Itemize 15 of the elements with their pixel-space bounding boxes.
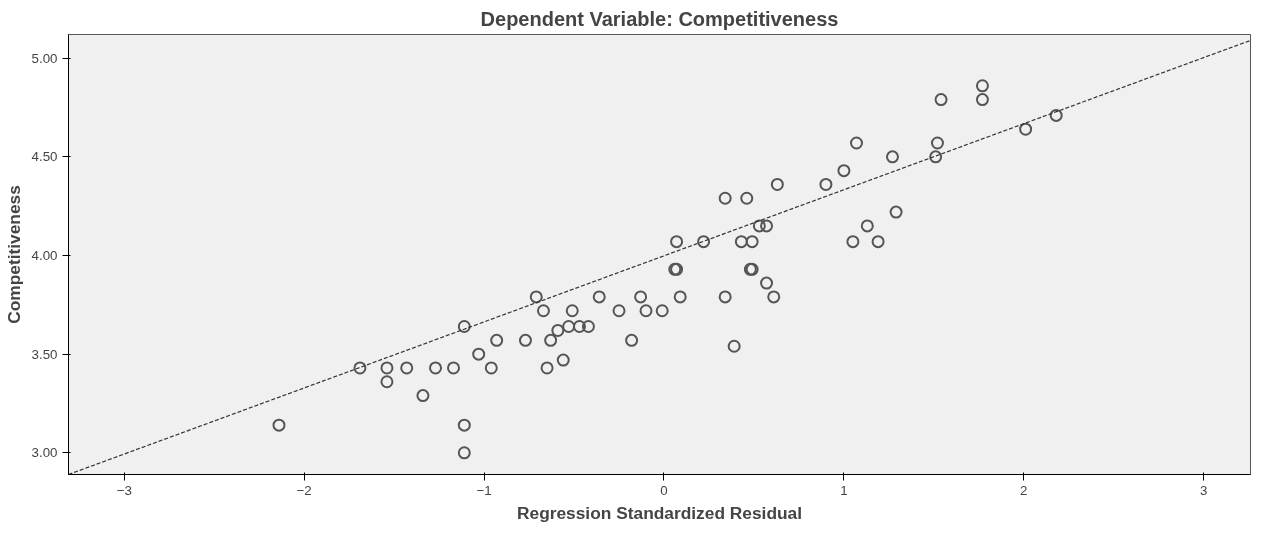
chart-title: Dependent Variable: Competitiveness xyxy=(480,7,839,30)
x-axis-title: Regression Standardized Residual xyxy=(516,502,803,523)
x-tick-label: 1 xyxy=(840,482,848,498)
x-tick-label: −2 xyxy=(296,482,312,498)
x-tick-label: 3 xyxy=(1200,482,1208,498)
x-tick-label: 2 xyxy=(1020,482,1028,498)
y-tick-label: 5.00 xyxy=(31,50,58,66)
y-tick-label: 3.00 xyxy=(31,445,58,461)
y-axis-title: Competitiveness xyxy=(3,185,24,324)
x-tick-label: −3 xyxy=(116,482,132,498)
x-tick-label: 0 xyxy=(660,482,668,498)
y-tick-label: 4.50 xyxy=(31,149,58,165)
x-tick-label: −1 xyxy=(476,482,492,498)
y-tick-label: 4.00 xyxy=(31,247,58,263)
y-tick-label: 3.50 xyxy=(31,346,58,362)
